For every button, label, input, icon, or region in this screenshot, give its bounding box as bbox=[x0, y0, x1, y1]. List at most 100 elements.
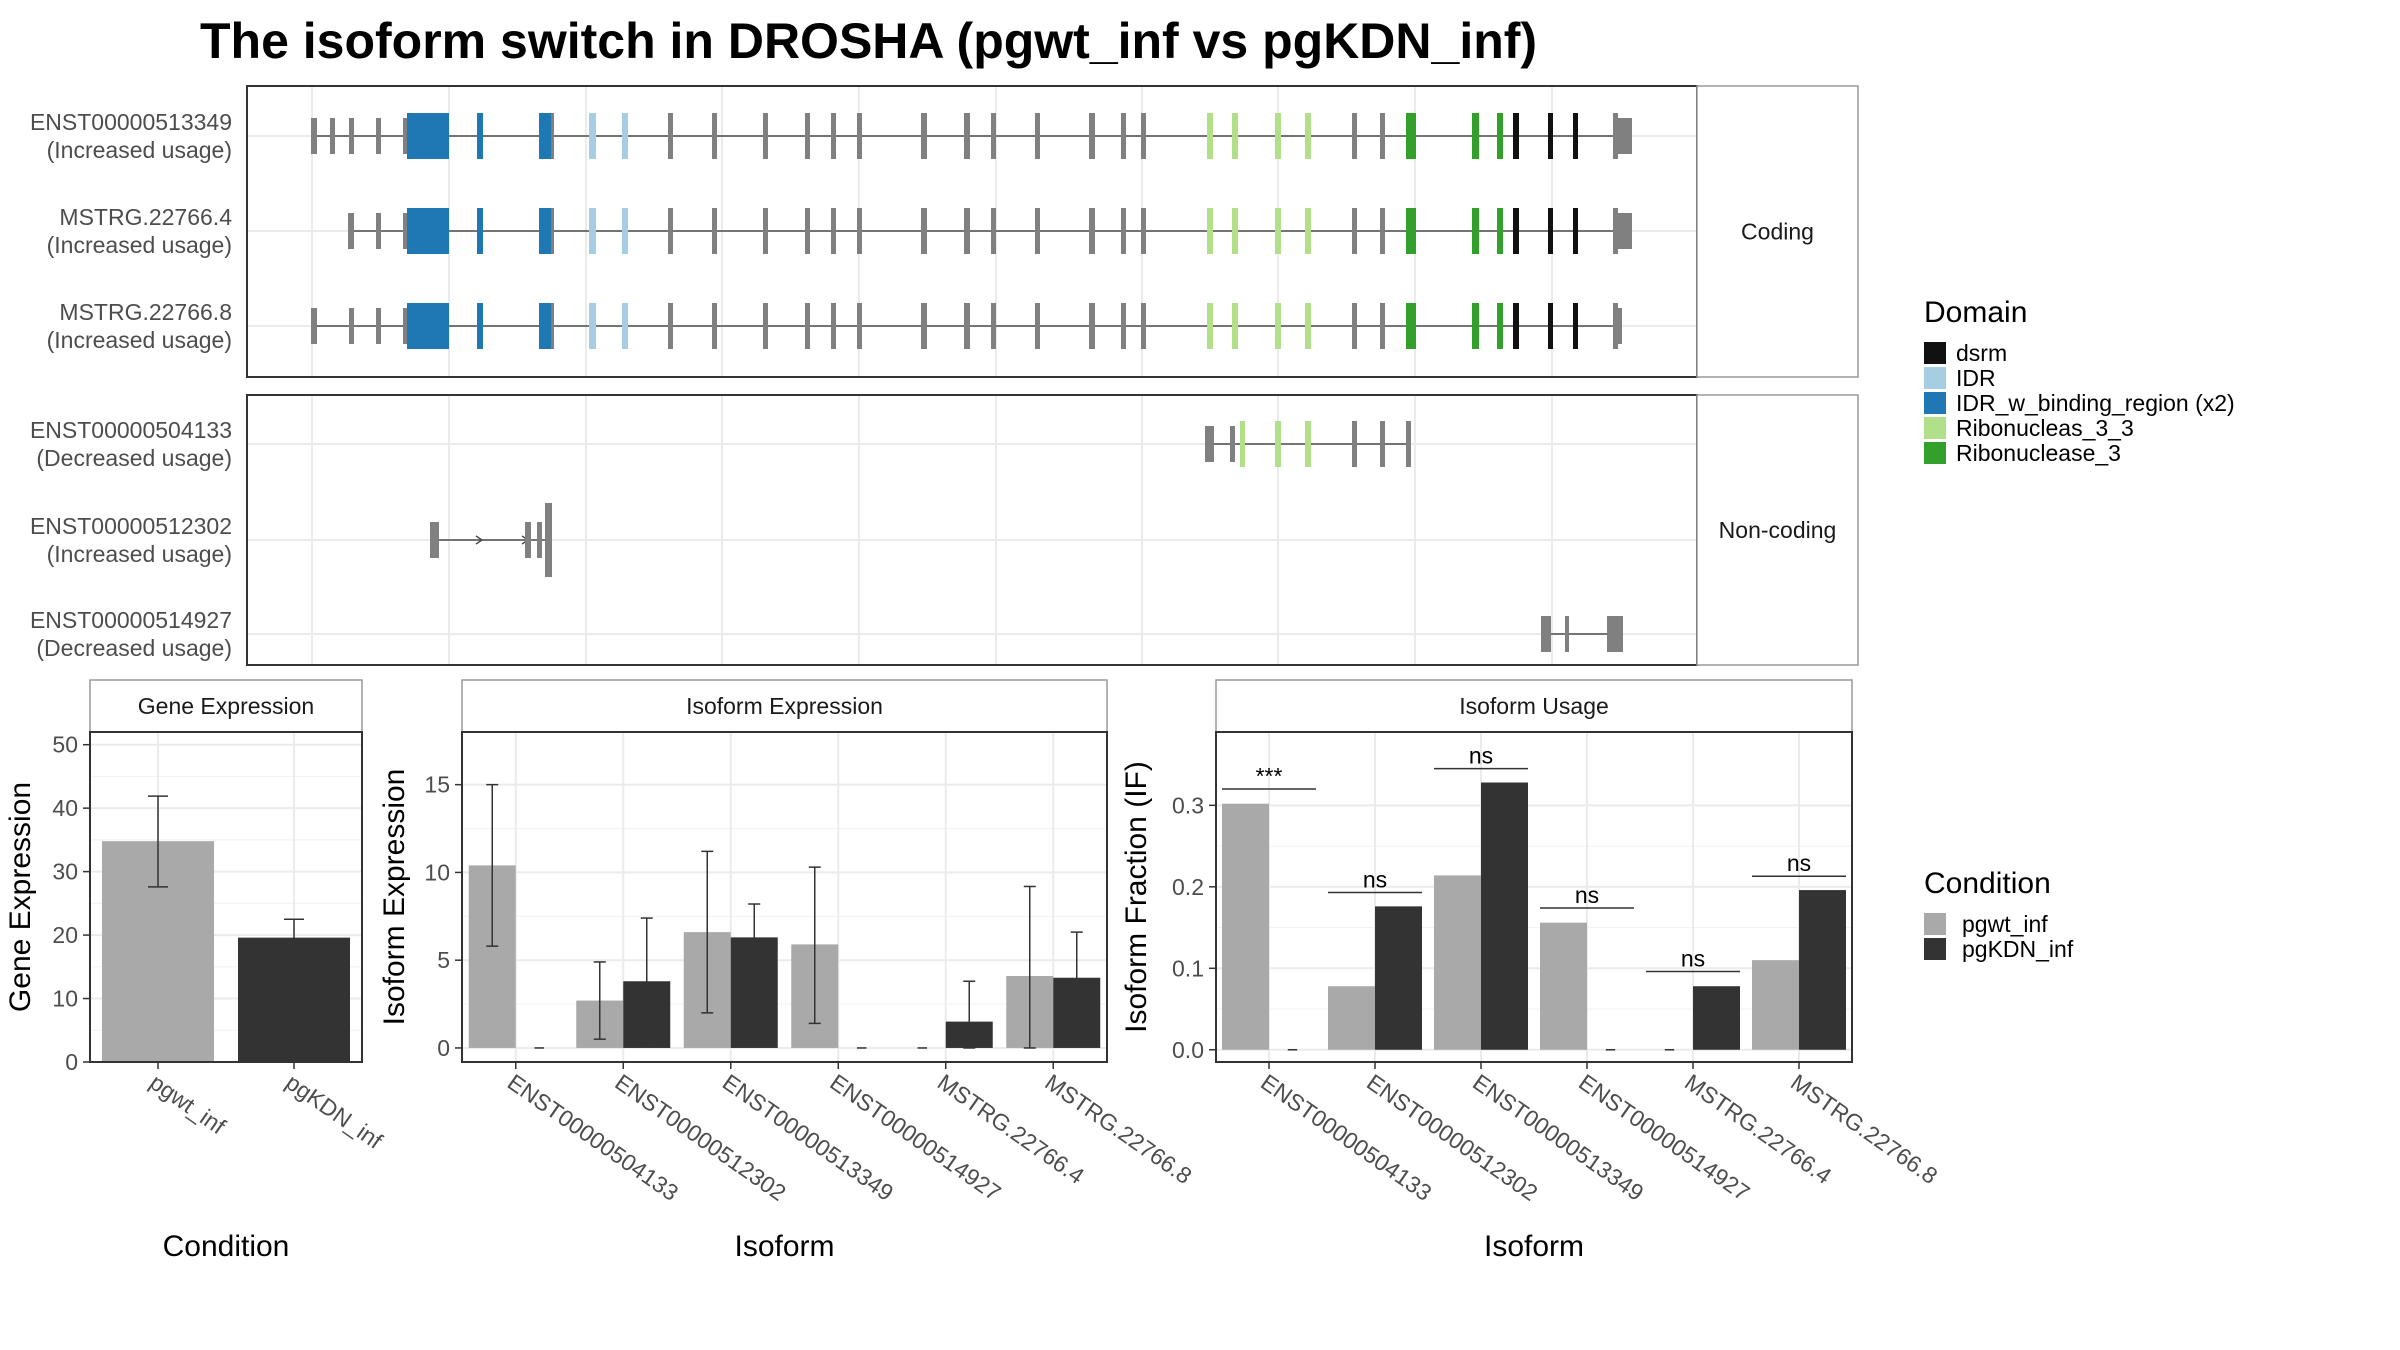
transcript-row: ENST00000514927(Decreased usage) bbox=[30, 607, 1623, 661]
x-axis-title: Condition bbox=[163, 1230, 290, 1263]
exon-block bbox=[1548, 303, 1553, 349]
transcript-id-label: MSTRG.22766.4 bbox=[59, 204, 232, 230]
x-axis-title: Isoform bbox=[1484, 1230, 1584, 1263]
exon-block bbox=[1573, 113, 1578, 159]
x-tick-label: ENST00000504133 bbox=[1256, 1069, 1436, 1206]
significance-label: ns bbox=[1787, 850, 1811, 876]
exon-block bbox=[1380, 113, 1385, 159]
exon-block bbox=[589, 208, 596, 254]
exon-block bbox=[311, 308, 317, 344]
exon-block bbox=[1497, 303, 1503, 349]
significance-annotation: ns bbox=[1328, 867, 1422, 894]
y-tick-label: 0.1 bbox=[1172, 955, 1204, 981]
exon-block bbox=[805, 208, 810, 254]
y-tick-label: 15 bbox=[424, 772, 450, 798]
legend-swatch bbox=[1924, 938, 1946, 960]
significance-annotation: ns bbox=[1434, 743, 1528, 770]
exon-block bbox=[477, 303, 483, 349]
exon-block bbox=[539, 303, 551, 349]
exon-block bbox=[1541, 616, 1551, 652]
exon-block bbox=[1617, 118, 1632, 154]
error-bar bbox=[963, 980, 976, 1049]
exon-block bbox=[991, 208, 996, 254]
exon-block bbox=[1305, 421, 1311, 467]
error-bar bbox=[593, 961, 606, 1040]
exon-block bbox=[991, 303, 996, 349]
chart-panel-border bbox=[89, 731, 363, 1063]
exon-block bbox=[1406, 421, 1411, 467]
exon-block bbox=[1275, 303, 1281, 349]
legend-label: pgKDN_inf bbox=[1962, 936, 2074, 962]
y-tick-label: 0 bbox=[437, 1035, 450, 1061]
exon-block bbox=[1617, 308, 1622, 344]
exon-block bbox=[330, 118, 335, 154]
transcript-row: ENST00000513349(Increased usage) bbox=[30, 109, 1632, 163]
error-bar bbox=[486, 783, 499, 947]
exon-block bbox=[403, 118, 407, 154]
exon-block bbox=[545, 503, 552, 577]
y-axis-title: Gene Expression bbox=[4, 782, 37, 1012]
y-axis-title: Isoform Fraction (IF) bbox=[1120, 761, 1153, 1033]
legend-swatch bbox=[1924, 442, 1946, 464]
exon-block bbox=[1035, 113, 1040, 159]
exon-block bbox=[763, 303, 768, 349]
significance-annotation: ns bbox=[1646, 946, 1740, 973]
significance-annotation: *** bbox=[1222, 763, 1316, 790]
exon-block bbox=[1305, 303, 1311, 349]
exon-block bbox=[1380, 208, 1385, 254]
exon-block bbox=[407, 113, 449, 159]
structure-panel-bg bbox=[247, 395, 1697, 665]
exon-block bbox=[805, 303, 810, 349]
exon-block bbox=[1232, 208, 1238, 254]
error-bar bbox=[808, 866, 821, 1025]
transcript-usage-label: (Decreased usage) bbox=[36, 445, 232, 471]
bar-pgwt_inf bbox=[1540, 922, 1587, 1050]
exon-block bbox=[668, 303, 673, 349]
exon-block bbox=[477, 113, 483, 159]
exon-block bbox=[712, 208, 717, 254]
chart-panel-border bbox=[461, 731, 1108, 1063]
chart-panel-border bbox=[1215, 731, 1853, 1063]
exon-block bbox=[1141, 303, 1146, 349]
transcript-usage-label: (Increased usage) bbox=[47, 137, 232, 163]
exon-block bbox=[857, 303, 862, 349]
exon-block bbox=[1141, 208, 1146, 254]
x-tick-label: ENST00000512302 bbox=[1362, 1069, 1542, 1206]
chart-strip bbox=[461, 679, 1108, 733]
exon-block bbox=[539, 208, 551, 254]
exon-block bbox=[539, 113, 551, 159]
exon-block bbox=[1232, 113, 1238, 159]
transcript-row: MSTRG.22766.8(Increased usage) bbox=[47, 299, 1622, 353]
chart-strip bbox=[89, 679, 363, 733]
exon-block bbox=[525, 522, 531, 558]
exon-block bbox=[430, 522, 439, 558]
exon-block bbox=[1380, 421, 1385, 467]
exon-block bbox=[857, 113, 862, 159]
exon-block bbox=[964, 303, 970, 349]
exon-block bbox=[1121, 303, 1126, 349]
transcript-usage-label: (Increased usage) bbox=[47, 327, 232, 353]
exon-block bbox=[1513, 303, 1519, 349]
panel-strip bbox=[1696, 394, 1859, 666]
y-tick-label: 40 bbox=[52, 795, 78, 821]
legend-swatch bbox=[1924, 913, 1946, 935]
page-title: The isoform switch in DROSHA (pgwt_inf v… bbox=[200, 13, 1537, 69]
exon-block bbox=[1275, 113, 1281, 159]
y-tick-label: 0.0 bbox=[1172, 1037, 1204, 1063]
exon-block bbox=[763, 113, 768, 159]
exon-block bbox=[668, 208, 673, 254]
chart-strip-label: Isoform Expression bbox=[686, 693, 883, 719]
exon-block bbox=[1573, 208, 1578, 254]
exon-block bbox=[551, 208, 554, 254]
chart-strip-label: Gene Expression bbox=[138, 693, 314, 719]
exon-block bbox=[376, 213, 381, 249]
significance-label: *** bbox=[1256, 763, 1283, 789]
exon-block bbox=[921, 303, 927, 349]
x-tick-label: pgwt_inf bbox=[145, 1069, 231, 1140]
y-tick-label: 10 bbox=[52, 986, 78, 1012]
transcript-usage-label: (Decreased usage) bbox=[36, 635, 232, 661]
